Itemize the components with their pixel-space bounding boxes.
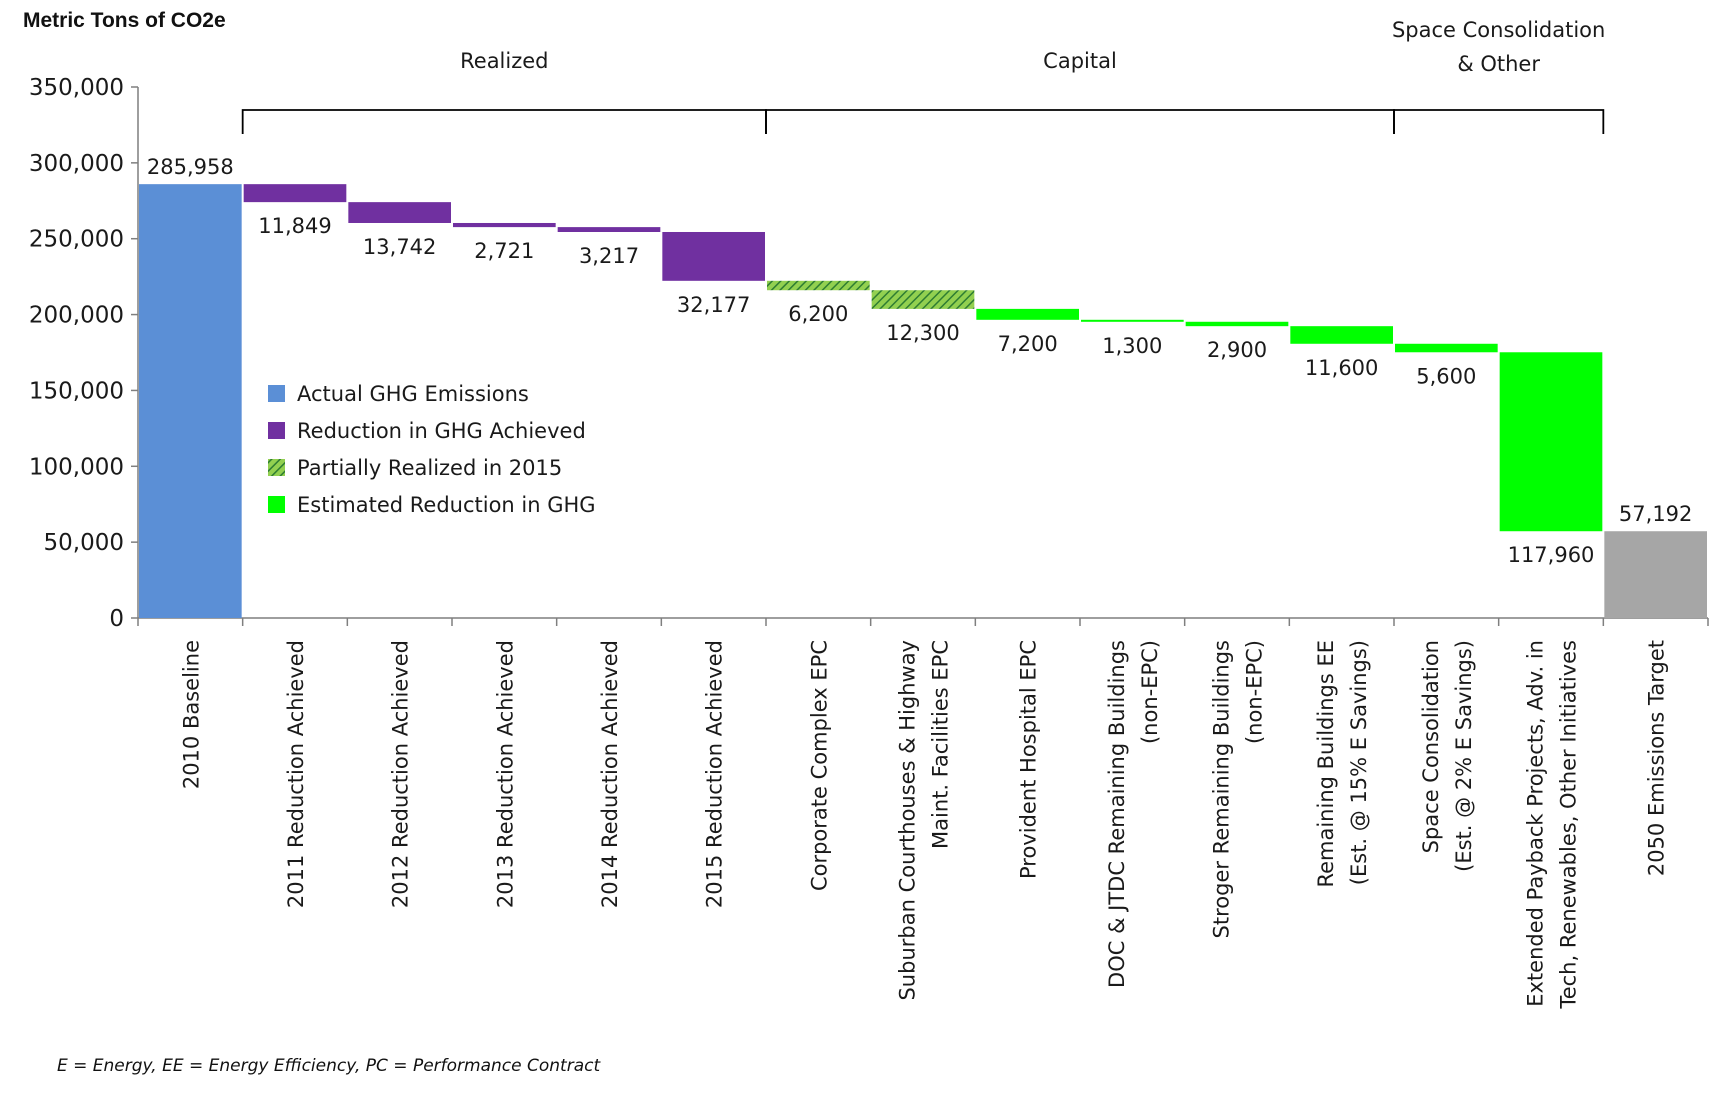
- y-tick-label: 250,000: [29, 227, 124, 253]
- legend-swatch-partial: [268, 459, 285, 476]
- bar-achieved: [243, 184, 347, 203]
- value-label: 5,600: [1416, 364, 1476, 388]
- category-label: Corporate Complex EPC: [807, 640, 831, 891]
- bar-estimated: [1395, 343, 1498, 353]
- bar-target: [1604, 531, 1707, 618]
- y-tick-label: 350,000: [29, 75, 124, 101]
- value-label: 285,958: [147, 155, 234, 179]
- category-labels: 2010 Baseline 2011 Reduction Achieved 2012…: [179, 640, 1668, 1010]
- category-label: 2010 Baseline: [179, 640, 203, 789]
- category-label: 2015 Reduction Achieved: [703, 640, 727, 908]
- group-bracket: [765, 109, 1395, 134]
- legend-label: Reduction in GHG Achieved: [297, 419, 586, 443]
- legend-label: Partially Realized in 2015: [297, 456, 562, 480]
- group-label: Realized: [460, 49, 548, 73]
- legend-swatch-actual: [268, 385, 285, 402]
- category-label: 2012 Reduction Achieved: [389, 640, 413, 908]
- value-label: 11,849: [258, 214, 331, 238]
- y-tick-label: 0: [109, 606, 124, 632]
- bar-estimated: [1185, 321, 1289, 327]
- y-tick-label: 150,000: [29, 378, 124, 404]
- category-label: (non-EPC): [1138, 640, 1162, 744]
- group-bracket: [241, 109, 767, 134]
- value-label: 57,192: [1619, 502, 1692, 526]
- value-label: 32,177: [677, 293, 750, 317]
- bar-estimated: [1290, 326, 1393, 344]
- y-tick-label: 200,000: [29, 303, 124, 329]
- category-label: Tech, Renewables, Other Initiatives: [1557, 640, 1581, 1010]
- category-label: Provident Hospital EPC: [1017, 640, 1041, 879]
- bar-partial: [767, 280, 870, 291]
- bar-actual: [139, 184, 242, 618]
- bar-achieved: [453, 222, 556, 228]
- group-label: Space Consolidation: [1392, 18, 1605, 42]
- category-label: Remaining Buildings EE: [1314, 640, 1338, 888]
- category-label: Suburban Courthouses & Highway: [896, 640, 920, 1001]
- category-label: 2013 Reduction Achieved: [493, 640, 517, 908]
- legend: Actual GHG Emissions Reduction in GHG Ach…: [268, 382, 596, 517]
- category-label: Space Consolidation: [1419, 640, 1443, 853]
- y-axis-title: Metric Tons of CO2e: [23, 9, 226, 32]
- bar-achieved: [557, 227, 661, 232]
- value-label: 3,217: [579, 244, 639, 268]
- value-labels: 285,958 11,849 13,742 2,721 3,217 32,177 6,200…: [147, 155, 1692, 567]
- value-label: 7,200: [998, 332, 1058, 356]
- category-label: 2050 Emissions Target: [1645, 640, 1669, 876]
- legend-label: Actual GHG Emissions: [297, 382, 529, 406]
- bar-estimated: [1499, 352, 1603, 532]
- group-brackets: Realized Capital Space Consolidation & Othe…: [241, 18, 1605, 134]
- legend-swatch-estimated: [268, 496, 285, 513]
- bars: [139, 184, 1707, 618]
- group-bracket: [1393, 109, 1605, 134]
- bar-achieved: [662, 231, 765, 281]
- y-tick-label: 100,000: [29, 454, 124, 480]
- y-tick-label: 300,000: [29, 151, 124, 177]
- category-label: 2011 Reduction Achieved: [284, 640, 308, 908]
- axes: 0 50,000 100,000 150,000 200,000 250,000 300,0…: [29, 75, 1709, 632]
- value-label: 12,300: [886, 321, 959, 345]
- value-label: 117,960: [1508, 543, 1595, 567]
- value-label: 13,742: [363, 235, 436, 259]
- category-label: (Est. @ 15% E Savings): [1347, 640, 1371, 885]
- category-label: Extended Payback Projects, Adv. in: [1524, 640, 1548, 1007]
- category-label: (non-EPC): [1243, 640, 1267, 744]
- bar-achieved: [348, 202, 451, 223]
- bar-estimated: [976, 308, 1079, 320]
- y-tick-label: 50,000: [44, 530, 124, 556]
- legend-label: Estimated Reduction in GHG: [297, 493, 596, 517]
- bar-partial: [871, 290, 975, 309]
- category-label: (Est. @ 2% E Savings): [1452, 640, 1476, 872]
- bar-estimated: [1081, 319, 1184, 322]
- category-label: 2014 Reduction Achieved: [598, 640, 622, 908]
- value-label: 6,200: [788, 302, 848, 326]
- group-label: Capital: [1043, 49, 1117, 73]
- value-label: 11,600: [1305, 356, 1378, 380]
- footnote: E = Energy, EE = Energy Efficiency, PC =…: [57, 1056, 601, 1076]
- category-label: DOC & JTDC Remaining Buildings: [1105, 640, 1129, 988]
- value-label: 1,300: [1102, 334, 1162, 358]
- category-label: Stroger Remaining Buildings: [1210, 640, 1234, 938]
- legend-swatch-achieved: [268, 422, 285, 439]
- category-label: Maint. Facilities EPC: [929, 640, 953, 849]
- value-label: 2,900: [1207, 338, 1267, 362]
- group-label: & Other: [1457, 52, 1540, 76]
- value-label: 2,721: [474, 239, 534, 263]
